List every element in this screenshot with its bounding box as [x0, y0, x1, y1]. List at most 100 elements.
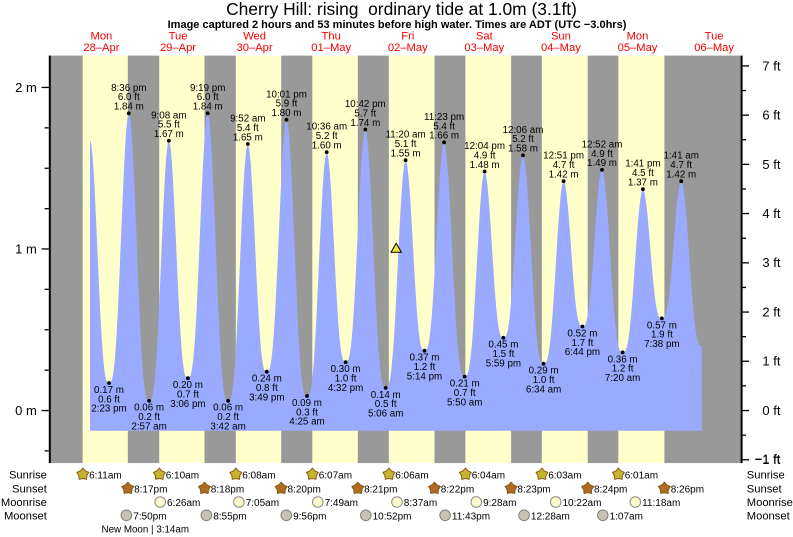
svg-text:12:52 am: 12:52 am [582, 139, 623, 150]
svg-text:9:19 pm: 9:19 pm [190, 83, 225, 94]
svg-text:0.7 ft: 0.7 ft [177, 390, 199, 401]
svg-text:7:05am: 7:05am [246, 498, 279, 509]
svg-text:10:42 pm: 10:42 pm [345, 99, 386, 110]
svg-text:01–May: 01–May [311, 42, 351, 54]
svg-text:9:56pm: 9:56pm [293, 511, 326, 522]
svg-text:10:36 am: 10:36 am [306, 122, 347, 133]
svg-text:02–May: 02–May [388, 42, 428, 54]
svg-text:5.2 ft: 5.2 ft [512, 134, 534, 145]
svg-text:7:50pm: 7:50pm [133, 511, 166, 522]
svg-text:10:22am: 10:22am [563, 498, 602, 509]
svg-text:8:22pm: 8:22pm [441, 484, 474, 495]
svg-text:6:11am: 6:11am [89, 470, 122, 481]
svg-text:0 ft: 0 ft [762, 403, 780, 418]
svg-text:4.9 ft: 4.9 ft [591, 149, 613, 160]
svg-text:1 m: 1 m [15, 241, 37, 256]
svg-text:0.5 ft: 0.5 ft [375, 399, 397, 410]
svg-text:1.37 m: 1.37 m [628, 178, 658, 189]
svg-text:5 ft: 5 ft [762, 157, 780, 172]
svg-text:03–May: 03–May [464, 42, 504, 54]
svg-text:12:06 am: 12:06 am [503, 125, 544, 136]
svg-text:8:26pm: 8:26pm [671, 484, 704, 495]
svg-text:8:23pm: 8:23pm [517, 484, 550, 495]
svg-text:9:08 am: 9:08 am [151, 110, 186, 121]
svg-text:0.20 m: 0.20 m [173, 380, 203, 391]
svg-text:0.3 ft: 0.3 ft [296, 407, 318, 418]
svg-text:5.2 ft: 5.2 ft [316, 131, 338, 142]
svg-text:12:04 pm: 12:04 pm [464, 141, 505, 152]
svg-text:8:21pm: 8:21pm [364, 484, 397, 495]
svg-text:10:52pm: 10:52pm [373, 511, 412, 522]
svg-text:Cherry Hill: rising ordinary: Cherry Hill: rising ordinary tide at 1.0… [226, 0, 577, 19]
svg-text:4.7 ft: 4.7 ft [553, 160, 575, 171]
svg-text:Tue: Tue [705, 31, 724, 43]
svg-text:0.8 ft: 0.8 ft [256, 383, 278, 394]
svg-text:0.37 m: 0.37 m [410, 353, 440, 364]
svg-text:0 m: 0 m [15, 403, 37, 418]
svg-text:0.24 m: 0.24 m [252, 374, 282, 385]
svg-text:6:34 am: 6:34 am [526, 384, 561, 395]
svg-text:6.0 ft: 6.0 ft [118, 92, 140, 103]
svg-text:12:28am: 12:28am [531, 511, 570, 522]
svg-text:5:14 pm: 5:14 pm [407, 371, 442, 382]
svg-text:6 ft: 6 ft [762, 108, 780, 123]
svg-text:1.80 m: 1.80 m [272, 108, 302, 119]
svg-text:6.0 ft: 6.0 ft [197, 92, 219, 103]
svg-text:5.5 ft: 5.5 ft [158, 120, 180, 131]
svg-text:1.7 ft: 1.7 ft [572, 338, 594, 349]
svg-text:1.74 m: 1.74 m [350, 118, 380, 129]
svg-text:1.2 ft: 1.2 ft [414, 362, 436, 373]
svg-text:New Moon | 3:14am: New Moon | 3:14am [102, 525, 190, 536]
svg-text:8:37am: 8:37am [404, 498, 437, 509]
svg-text:30–Apr: 30–Apr [237, 42, 273, 54]
svg-text:2 ft: 2 ft [762, 304, 780, 319]
svg-text:8:36 pm: 8:36 pm [111, 83, 146, 94]
svg-text:Moonset: Moonset [4, 510, 48, 522]
svg-text:11:43pm: 11:43pm [452, 511, 490, 522]
svg-text:1 ft: 1 ft [762, 354, 780, 369]
svg-text:1.55 m: 1.55 m [391, 149, 421, 160]
svg-text:1.58 m: 1.58 m [508, 144, 538, 155]
svg-text:1:41 am: 1:41 am [663, 151, 698, 162]
svg-text:5.4 ft: 5.4 ft [433, 121, 455, 132]
svg-text:6:44 pm: 6:44 pm [565, 347, 600, 358]
svg-text:4 ft: 4 ft [762, 206, 780, 221]
svg-text:7:20 am: 7:20 am [605, 373, 640, 384]
svg-text:Thu: Thu [322, 31, 341, 43]
svg-text:Moonrise: Moonrise [1, 497, 47, 509]
svg-text:1.2 ft: 1.2 ft [612, 364, 634, 375]
svg-text:05–May: 05–May [618, 42, 658, 54]
svg-text:1.66 m: 1.66 m [429, 131, 459, 142]
svg-text:6:04am: 6:04am [472, 470, 505, 481]
svg-text:8:17pm: 8:17pm [134, 484, 167, 495]
svg-text:1.5 ft: 1.5 ft [493, 349, 515, 360]
svg-text:1.42 m: 1.42 m [666, 170, 696, 181]
svg-text:06–May: 06–May [694, 42, 734, 54]
svg-text:0.30 m: 0.30 m [331, 364, 361, 375]
svg-text:0.06 m: 0.06 m [134, 403, 164, 414]
svg-text:2 m: 2 m [15, 80, 37, 95]
svg-text:1.42 m: 1.42 m [549, 170, 579, 181]
svg-text:Sunrise: Sunrise [9, 469, 47, 481]
svg-text:4:32 pm: 4:32 pm [328, 383, 363, 394]
svg-text:6:07am: 6:07am [319, 470, 352, 481]
svg-text:1.84 m: 1.84 m [193, 102, 223, 113]
svg-text:Image captured 2 hours and 53: Image captured 2 hours and 53 minutes be… [168, 19, 627, 31]
svg-text:Tue: Tue [169, 31, 188, 43]
svg-text:0.17 m: 0.17 m [94, 385, 124, 396]
svg-text:Sunrise: Sunrise [747, 469, 785, 481]
svg-text:0.14 m: 0.14 m [371, 390, 401, 401]
svg-text:3:49 pm: 3:49 pm [249, 392, 284, 403]
svg-text:Wed: Wed [243, 31, 266, 43]
svg-text:6:01am: 6:01am [625, 470, 658, 481]
svg-text:3:42 am: 3:42 am [210, 422, 245, 433]
svg-text:Mon: Mon [91, 31, 113, 43]
svg-text:Sat: Sat [476, 31, 494, 43]
svg-text:2:23 pm: 2:23 pm [91, 404, 126, 415]
svg-text:1.84 m: 1.84 m [114, 102, 144, 113]
svg-text:4.9 ft: 4.9 ft [474, 150, 496, 161]
svg-text:Fri: Fri [401, 31, 414, 43]
svg-text:1.65 m: 1.65 m [233, 132, 263, 143]
svg-text:0.45 m: 0.45 m [488, 340, 518, 351]
svg-text:2:57 am: 2:57 am [131, 422, 166, 433]
